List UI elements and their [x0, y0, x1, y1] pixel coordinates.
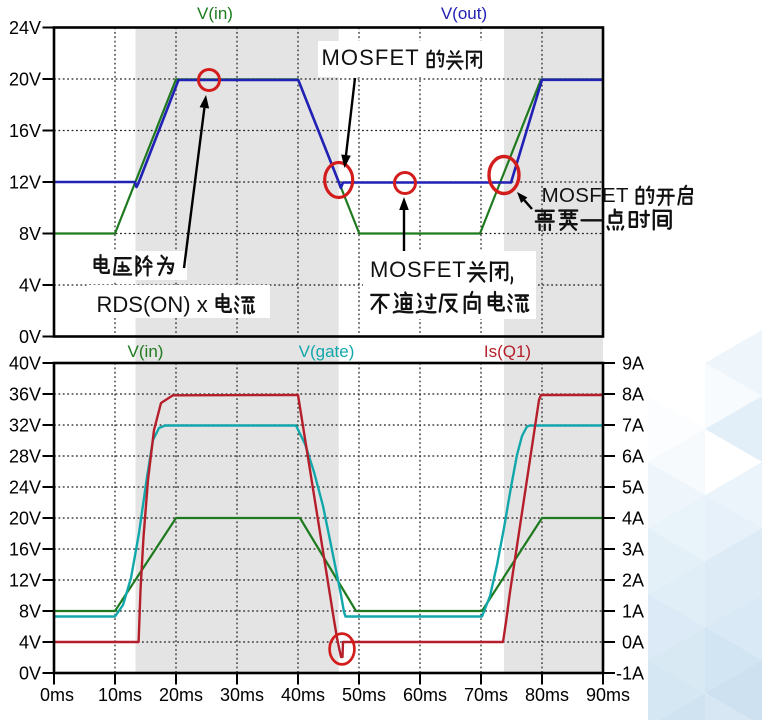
svg-text:0ms: 0ms: [40, 685, 74, 705]
svg-text:12V: 12V: [9, 571, 41, 591]
svg-text:2A: 2A: [622, 571, 644, 591]
svg-text:8V: 8V: [19, 224, 41, 244]
svg-text:40ms: 40ms: [281, 685, 325, 705]
svg-text:12V: 12V: [9, 173, 41, 193]
svg-text:20V: 20V: [9, 70, 41, 90]
svg-text:50ms: 50ms: [342, 685, 386, 705]
svg-text:MOSFET: MOSFET: [370, 257, 466, 282]
svg-text:V(gate): V(gate): [299, 342, 355, 361]
svg-text:24V: 24V: [9, 478, 41, 498]
svg-text:90ms: 90ms: [586, 685, 630, 705]
svg-text:8V: 8V: [19, 602, 41, 622]
svg-text:60ms: 60ms: [403, 685, 447, 705]
svg-text:36V: 36V: [9, 385, 41, 405]
svg-text:16V: 16V: [9, 121, 41, 141]
svg-text:MOSFET: MOSFET: [322, 45, 420, 70]
svg-text:16V: 16V: [9, 540, 41, 560]
svg-text:32V: 32V: [9, 416, 41, 436]
svg-text:0A: 0A: [622, 633, 644, 653]
svg-text:7A: 7A: [622, 416, 644, 436]
svg-text:80ms: 80ms: [525, 685, 569, 705]
svg-text:24V: 24V: [9, 18, 41, 38]
svg-text:5A: 5A: [622, 478, 644, 498]
svg-text:9A: 9A: [622, 354, 644, 374]
svg-text:8A: 8A: [622, 385, 644, 405]
svg-text:4A: 4A: [622, 509, 644, 529]
svg-text:40V: 40V: [9, 354, 41, 374]
svg-text:3A: 3A: [622, 540, 644, 560]
svg-text:10ms: 10ms: [98, 685, 142, 705]
svg-text:70ms: 70ms: [464, 685, 508, 705]
svg-text:6A: 6A: [622, 447, 644, 467]
svg-text:V(out): V(out): [441, 4, 487, 23]
svg-text:20ms: 20ms: [159, 685, 203, 705]
svg-text:MOSFET: MOSFET: [542, 184, 629, 207]
svg-text:4V: 4V: [19, 276, 41, 296]
svg-text:Is(Q1): Is(Q1): [484, 342, 531, 361]
svg-text:RDS(ON) x: RDS(ON) x: [97, 292, 208, 317]
svg-text:30ms: 30ms: [220, 685, 264, 705]
svg-text:V(in): V(in): [197, 4, 233, 23]
svg-text:-1A: -1A: [616, 664, 644, 684]
svg-text:0V: 0V: [19, 327, 41, 347]
svg-text:20V: 20V: [9, 509, 41, 529]
svg-text:4V: 4V: [19, 633, 41, 653]
svg-text:V(in): V(in): [128, 342, 164, 361]
svg-text:0V: 0V: [19, 664, 41, 684]
svg-text:1A: 1A: [622, 602, 644, 622]
svg-text:28V: 28V: [9, 447, 41, 467]
